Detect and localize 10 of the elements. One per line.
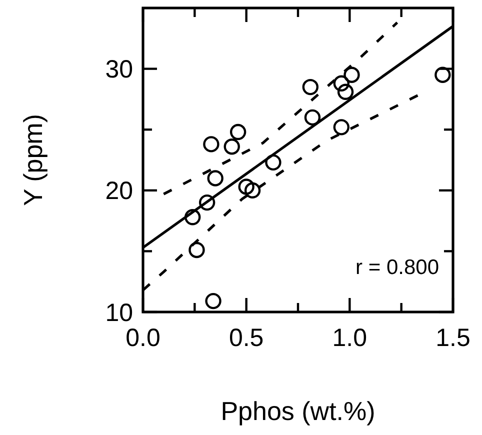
x-tick-label: 0.5 [228, 324, 264, 352]
annotation: r = 0.800 [356, 256, 439, 279]
x-axis-title: Pphos (wt.%) [220, 396, 376, 426]
x-tick-label: 1.5 [436, 324, 470, 352]
y-tick-label: 10 [105, 298, 133, 327]
x-tick-label: 0.0 [126, 324, 160, 352]
y-tick-label: 20 [105, 177, 133, 206]
y-axis-title: Y (ppm) [18, 114, 48, 206]
x-tick-label: 1.0 [332, 324, 368, 352]
y-tick-label: 30 [105, 56, 133, 84]
